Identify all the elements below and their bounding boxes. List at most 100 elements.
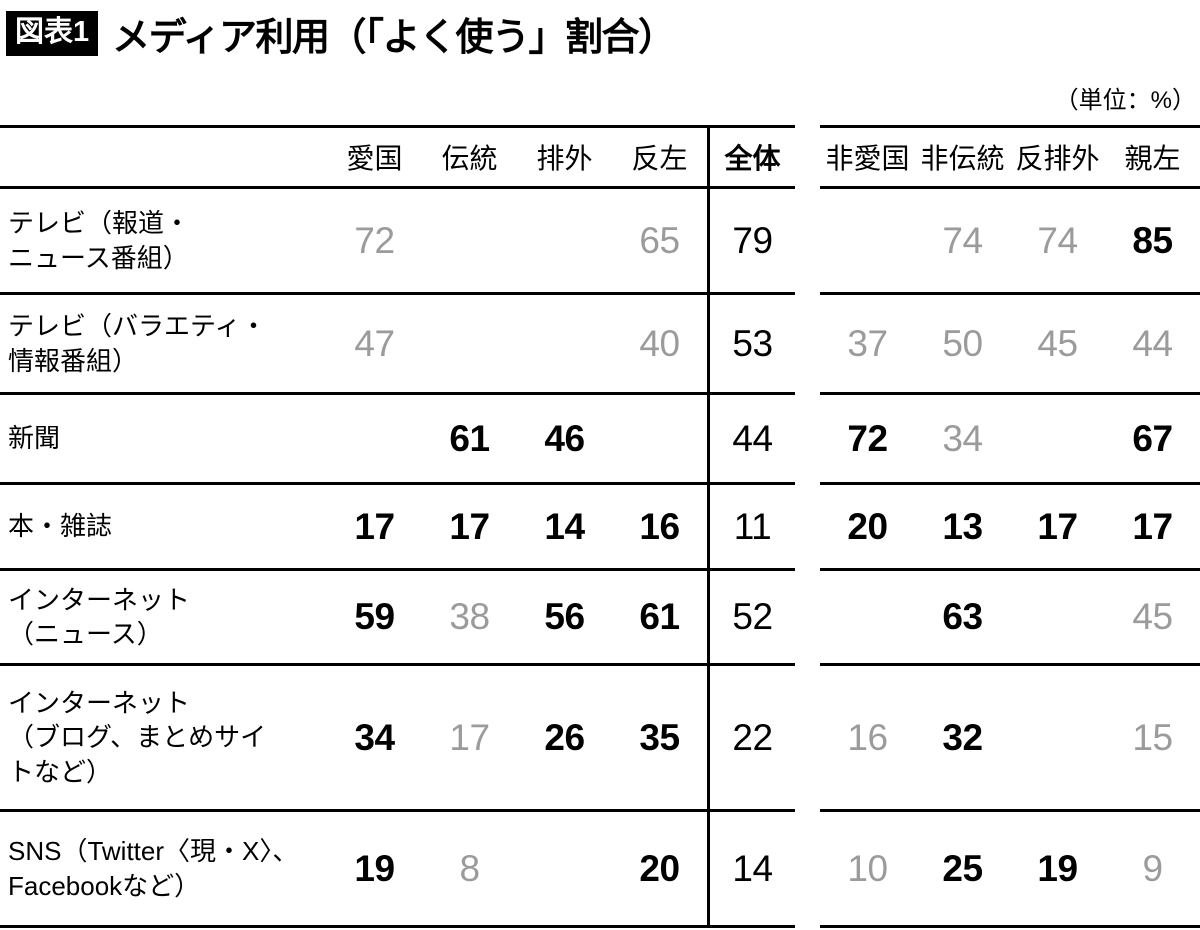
total-value-cell: 53: [707, 295, 795, 395]
column-header-dentou: 伝統: [422, 125, 517, 189]
table-row: テレビ（バラエティ・ 情報番組） 47 40 53 37 50 45 44: [0, 295, 1200, 395]
row-label: 新聞: [0, 395, 327, 485]
value-cell: 13: [915, 485, 1010, 571]
value-cell: 19: [1010, 812, 1105, 928]
column-header-zentai: 全体: [707, 125, 795, 189]
value-cell: [1010, 395, 1105, 485]
value-cell: 34: [327, 666, 422, 812]
media-usage-table: 愛国 伝統 排外 反左 全体 非愛国 非伝統 反排外 親左 テレビ（報道・ ニュ…: [0, 125, 1200, 928]
value-cell: 16: [612, 485, 707, 571]
value-cell: 17: [422, 666, 517, 812]
value-cell: 65: [612, 189, 707, 295]
page-title: メディア利用（「よく使う」割合）: [112, 16, 676, 59]
value-cell: 34: [915, 395, 1010, 485]
value-cell: 45: [1010, 295, 1105, 395]
value-cell: 15: [1105, 666, 1200, 812]
value-cell: [517, 189, 612, 295]
row-label: 本・雑誌: [0, 485, 327, 571]
row-label-header: [0, 125, 327, 189]
figure-title-bar: 図表1 メディア利用（「よく使う」割合）: [0, 8, 1200, 59]
value-cell: 38: [422, 571, 517, 666]
total-value-cell: 52: [707, 571, 795, 666]
value-cell: 17: [422, 485, 517, 571]
value-cell: 56: [517, 571, 612, 666]
value-cell: 45: [1105, 571, 1200, 666]
row-label: インターネット （ニュース）: [0, 571, 327, 666]
table-row: 新聞 61 46 44 72 34 67: [0, 395, 1200, 485]
value-cell: [327, 395, 422, 485]
value-cell: 32: [915, 666, 1010, 812]
column-header-aikoku: 愛国: [327, 125, 422, 189]
row-label: テレビ（バラエティ・ 情報番組）: [0, 295, 327, 395]
section-gap: [795, 485, 820, 571]
value-cell: 20: [820, 485, 915, 571]
section-gap: [795, 571, 820, 666]
section-gap: [795, 395, 820, 485]
column-header-hi-aikoku: 非愛国: [820, 125, 915, 189]
total-value-cell: 22: [707, 666, 795, 812]
total-value-cell: 11: [707, 485, 795, 571]
table-row: テレビ（報道・ ニュース番組） 72 65 79 74 74 85: [0, 189, 1200, 295]
column-header-hansa: 反左: [612, 125, 707, 189]
value-cell: 63: [915, 571, 1010, 666]
value-cell: 14: [517, 485, 612, 571]
value-cell: [517, 295, 612, 395]
value-cell: 59: [327, 571, 422, 666]
value-cell: 8: [422, 812, 517, 928]
value-cell: [422, 295, 517, 395]
value-cell: [820, 189, 915, 295]
value-cell: 67: [1105, 395, 1200, 485]
value-cell: [1010, 666, 1105, 812]
value-cell: [612, 395, 707, 485]
value-cell: 85: [1105, 189, 1200, 295]
figure-label-badge: 図表1: [6, 10, 99, 56]
column-header-hi-dentou: 非伝統: [915, 125, 1010, 189]
section-gap: [795, 189, 820, 295]
section-gap: [795, 125, 820, 189]
value-cell: 50: [915, 295, 1010, 395]
table-row: インターネット （ニュース） 59 38 56 61 52 63 45: [0, 571, 1200, 666]
value-cell: 72: [327, 189, 422, 295]
value-cell: 35: [612, 666, 707, 812]
section-gap: [795, 666, 820, 812]
value-cell: 47: [327, 295, 422, 395]
value-cell: 20: [612, 812, 707, 928]
value-cell: [1010, 571, 1105, 666]
table-body: テレビ（報道・ ニュース番組） 72 65 79 74 74 85 テレビ（バラエティ・ 情報…: [0, 189, 1200, 928]
value-cell: 44: [1105, 295, 1200, 395]
value-cell: 17: [327, 485, 422, 571]
total-value-cell: 79: [707, 189, 795, 295]
value-cell: 61: [612, 571, 707, 666]
value-cell: 10: [820, 812, 915, 928]
row-label: インターネット （ブログ、まとめサイ トなど）: [0, 666, 327, 812]
value-cell: 74: [1010, 189, 1105, 295]
column-header-shinsa: 親左: [1105, 125, 1200, 189]
column-header-han-haigai: 反排外: [1010, 125, 1105, 189]
table-header-row: 愛国 伝統 排外 反左 全体 非愛国 非伝統 反排外 親左: [0, 125, 1200, 189]
value-cell: [422, 189, 517, 295]
section-gap: [795, 812, 820, 928]
total-value-cell: 14: [707, 812, 795, 928]
value-cell: 72: [820, 395, 915, 485]
value-cell: 46: [517, 395, 612, 485]
value-cell: 19: [327, 812, 422, 928]
value-cell: 40: [612, 295, 707, 395]
value-cell: 26: [517, 666, 612, 812]
row-label: SNS（Twitter〈現・X〉、 Facebookなど）: [0, 812, 327, 928]
section-gap: [795, 295, 820, 395]
table-row: 本・雑誌 17 17 14 16 11 20 13 17 17: [0, 485, 1200, 571]
row-label: テレビ（報道・ ニュース番組）: [0, 189, 327, 295]
unit-note: （単位：%）: [1054, 87, 1196, 114]
value-cell: [517, 812, 612, 928]
value-cell: 17: [1010, 485, 1105, 571]
value-cell: 17: [1105, 485, 1200, 571]
total-value-cell: 44: [707, 395, 795, 485]
value-cell: 9: [1105, 812, 1200, 928]
column-header-haigai: 排外: [517, 125, 612, 189]
value-cell: 74: [915, 189, 1010, 295]
value-cell: 25: [915, 812, 1010, 928]
table-row: SNS（Twitter〈現・X〉、 Facebookなど） 19 8 20 14 10 25…: [0, 812, 1200, 928]
value-cell: 37: [820, 295, 915, 395]
value-cell: 16: [820, 666, 915, 812]
